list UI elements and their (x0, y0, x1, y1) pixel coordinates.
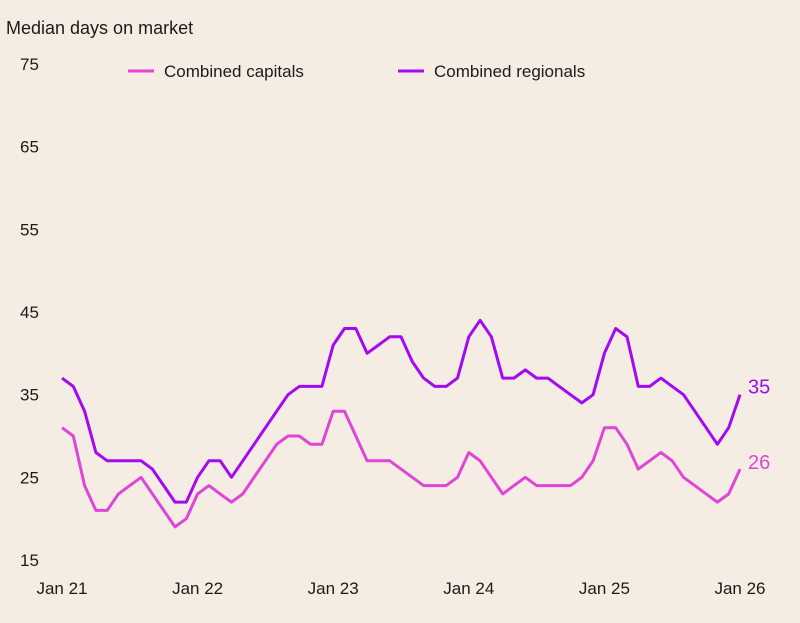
x-tick-label: Jan 23 (308, 579, 359, 598)
y-tick-label: 35 (20, 386, 39, 405)
legend-label: Combined capitals (164, 62, 304, 81)
x-tick-label: Jan 25 (579, 579, 630, 598)
series-line-capitals (61, 409, 742, 529)
x-tick-label: Jan 22 (172, 579, 223, 598)
x-tick-label: Jan 24 (443, 579, 494, 598)
y-tick-label: 25 (20, 468, 39, 487)
y-tick-label: 65 (20, 138, 39, 157)
y-tick-label: 75 (20, 55, 39, 74)
y-tick-label: 45 (20, 303, 39, 322)
series-line-regionals (61, 318, 742, 504)
x-tick-label: Jan 26 (714, 579, 765, 598)
y-axis-label: Median days on market (6, 18, 194, 38)
y-tick-label: 15 (20, 551, 39, 570)
end-value-label: 35 (748, 377, 770, 399)
y-tick-label: 55 (20, 220, 39, 239)
x-tick-label: Jan 21 (36, 579, 87, 598)
end-value-label: 26 (748, 452, 770, 474)
legend-label: Combined regionals (434, 62, 585, 81)
